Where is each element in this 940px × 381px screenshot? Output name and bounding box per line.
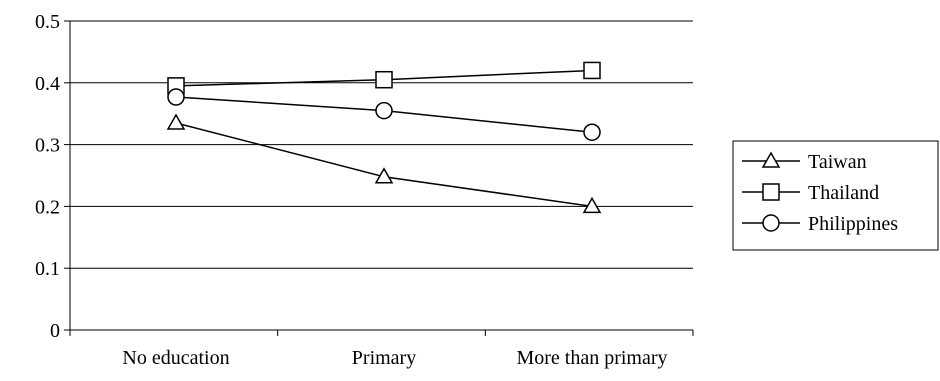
legend-marker-taiwan	[761, 151, 781, 168]
series-line-taiwan	[175, 122, 593, 208]
legend: Taiwan Thailand Philippines	[732, 140, 939, 251]
point-philippines	[375, 101, 393, 120]
point-thailand	[583, 61, 601, 80]
point-taiwan	[166, 113, 186, 130]
series-lines	[166, 61, 602, 214]
point-thailand	[375, 70, 393, 89]
point-taiwan	[582, 196, 602, 214]
y-tick-label: 0.2	[35, 196, 60, 218]
axes	[64, 20, 694, 336]
point-taiwan	[374, 167, 394, 184]
legend-label-philippines: Philippines	[808, 213, 898, 235]
y-tick-label: 0.3	[35, 135, 60, 157]
legend-label-thailand: Thailand	[808, 182, 879, 204]
point-philippines	[167, 88, 185, 106]
y-tick-label: 0	[50, 320, 60, 342]
point-philippines	[583, 123, 601, 141]
y-tick-label: 0.1	[35, 258, 60, 280]
gridlines	[70, 20, 693, 269]
y-tick-label: 0.4	[35, 73, 60, 95]
x-tick-label: No education	[122, 347, 229, 369]
legend-marker-thailand	[762, 183, 780, 201]
legend-marker-philippines	[762, 214, 780, 232]
x-tick-label: Primary	[352, 347, 416, 369]
legend-label-taiwan: Taiwan	[808, 151, 867, 173]
y-tick-labels: 0 0.1 0.2 0.3 0.4 0.5	[35, 11, 60, 342]
y-tick-label: 0.5	[35, 11, 60, 33]
x-tick-label: More than primary	[516, 347, 667, 369]
x-tick-labels: No education Primary More than primary	[122, 347, 667, 369]
